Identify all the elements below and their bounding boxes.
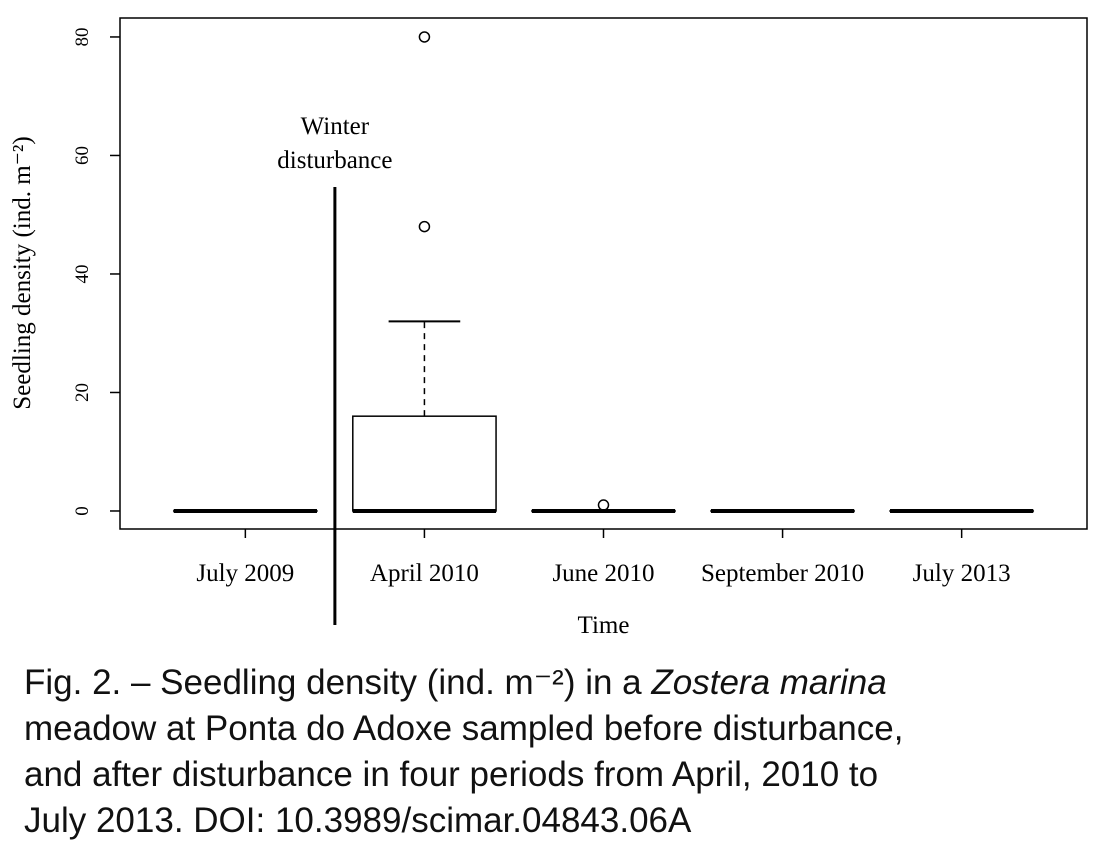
caption-text: meadow at Ponta do Adoxe sampled before … bbox=[24, 709, 904, 748]
x-tick-label: July 2013 bbox=[913, 560, 1011, 587]
y-tick-label: 0 bbox=[72, 506, 93, 516]
plot-frame bbox=[119, 17, 1088, 530]
x-tick-label: September 2010 bbox=[701, 560, 864, 587]
y-tick-label: 40 bbox=[72, 264, 93, 283]
box bbox=[352, 415, 497, 512]
caption-text: and after disturbance in four periods fr… bbox=[24, 755, 879, 794]
annotation: disturbance bbox=[277, 147, 392, 174]
outlier bbox=[418, 220, 431, 233]
outlier bbox=[418, 31, 431, 43]
caption-line: July 2013. DOI: 10.3989/scimar.04843.06A bbox=[24, 798, 903, 844]
chart: 0 20 40 60 80 Seedling density (ind. m⁻²) Time… bbox=[9, 17, 1088, 639]
caption-text: Fig. 2. – Seedling density (ind. m⁻²) in… bbox=[24, 663, 652, 702]
x-tick-label: July 2009 bbox=[196, 560, 294, 587]
caption-line: Fig. 2. – Seedling density (ind. m⁻²) in… bbox=[24, 660, 903, 706]
annotation: Winter bbox=[301, 113, 370, 140]
outlier bbox=[597, 499, 610, 511]
caption: Fig. 2. – Seedling density (ind. m⁻²) in… bbox=[24, 660, 903, 844]
caption-line: and after disturbance in four periods fr… bbox=[24, 752, 903, 798]
x-axis-label: Time bbox=[578, 612, 630, 639]
y-tick-label: 20 bbox=[72, 383, 93, 402]
caption-line: meadow at Ponta do Adoxe sampled before … bbox=[24, 706, 903, 752]
y-tick-label: 80 bbox=[72, 27, 93, 46]
caption-italic: Zostera marina bbox=[651, 663, 887, 702]
caption-text: July 2013. DOI: 10.3989/scimar.04843.06A bbox=[24, 801, 692, 840]
x-tick-label: April 2010 bbox=[370, 560, 479, 587]
y-tick-label: 60 bbox=[72, 146, 93, 165]
x-tick-label: June 2010 bbox=[552, 560, 654, 587]
y-axis-label: Seedling density (ind. m⁻²) bbox=[9, 136, 36, 409]
